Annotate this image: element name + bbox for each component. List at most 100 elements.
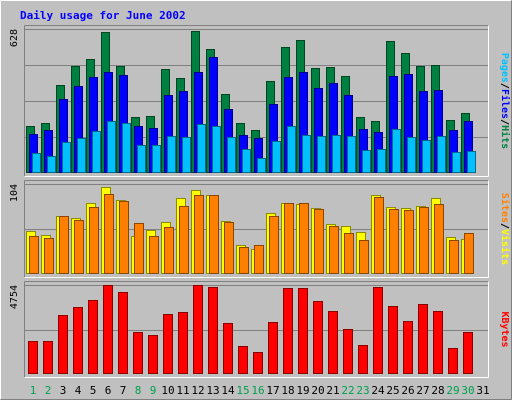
day-label-16: 16 <box>251 384 264 397</box>
day-label-14: 14 <box>221 384 235 397</box>
day-label-30: 30 <box>461 384 474 397</box>
bar-sites-day-13 <box>209 195 219 274</box>
bar-sites-day-28 <box>434 204 444 274</box>
bar-kbytes-day-25 <box>388 306 398 374</box>
bar-kbytes-day-5 <box>88 300 98 374</box>
day-label-2: 2 <box>45 384 52 397</box>
bar-kbytes-day-16 <box>253 352 263 374</box>
y-max-label: 628 <box>9 29 20 47</box>
day-label-7: 7 <box>120 384 127 397</box>
bar-sites-day-5 <box>89 207 99 274</box>
bar-kbytes-day-17 <box>268 322 278 374</box>
legend-separator: / <box>499 83 510 89</box>
bar-sites-day-16 <box>254 245 264 274</box>
bar-pages-day-28 <box>437 136 446 173</box>
bar-pages-day-4 <box>77 138 86 173</box>
day-label-13: 13 <box>206 384 219 397</box>
bar-pages-day-17 <box>272 141 281 173</box>
panel-legend: Sites/Visits <box>499 193 511 265</box>
bar-sites-day-24 <box>374 197 384 274</box>
bar-sites-day-2 <box>44 238 54 274</box>
bar-kbytes-day-1 <box>28 341 38 374</box>
bar-kbytes-day-14 <box>223 323 233 374</box>
legend-separator: / <box>499 119 510 125</box>
day-label-20: 20 <box>311 384 324 397</box>
bar-sites-day-7 <box>119 201 129 274</box>
bar-sites-day-21 <box>329 226 339 274</box>
day-label-5: 5 <box>90 384 97 397</box>
bar-pages-day-7 <box>122 123 131 173</box>
bar-kbytes-day-4 <box>73 307 83 374</box>
legend-separator: / <box>499 223 510 229</box>
bar-pages-day-18 <box>287 126 296 173</box>
bar-pages-day-30 <box>467 151 476 173</box>
day-label-1: 1 <box>30 384 37 397</box>
bar-pages-day-27 <box>422 140 431 173</box>
day-label-31: 31 <box>476 384 489 397</box>
day-label-24: 24 <box>371 384 385 397</box>
panel-legend: Pages/Files/Hits <box>499 53 511 149</box>
bar-kbytes-day-29 <box>448 348 458 374</box>
bar-pages-day-3 <box>62 142 71 173</box>
bar-pages-day-24 <box>377 149 386 173</box>
bar-pages-day-6 <box>107 121 116 173</box>
bar-sites-day-22 <box>344 233 354 274</box>
series-sites <box>29 194 474 274</box>
bar-kbytes-day-13 <box>208 287 218 374</box>
bar-kbytes-day-18 <box>283 288 293 374</box>
bar-sites-day-20 <box>314 209 324 274</box>
bar-pages-day-13 <box>212 126 221 173</box>
y-max-label: 4754 <box>9 285 20 309</box>
bar-sites-day-27 <box>419 207 429 274</box>
day-label-22: 22 <box>341 384 354 397</box>
bar-kbytes-day-28 <box>433 311 443 374</box>
day-label-19: 19 <box>296 384 309 397</box>
bar-pages-day-5 <box>92 131 101 173</box>
bar-sites-day-26 <box>404 210 414 274</box>
bar-kbytes-day-21 <box>328 311 338 374</box>
bar-pages-day-22 <box>347 136 356 173</box>
bar-kbytes-day-12 <box>193 285 203 374</box>
day-label-17: 17 <box>266 384 279 397</box>
bar-sites-day-23 <box>359 240 369 274</box>
series-kbytes <box>28 285 473 374</box>
bar-pages-day-16 <box>257 158 266 173</box>
bar-sites-day-19 <box>299 203 309 274</box>
bar-sites-day-25 <box>389 209 399 274</box>
bar-kbytes-day-8 <box>133 332 143 374</box>
bar-kbytes-day-10 <box>163 314 173 374</box>
bar-kbytes-day-19 <box>298 288 308 374</box>
day-label-10: 10 <box>161 384 174 397</box>
bar-sites-day-17 <box>269 216 279 274</box>
bar-pages-day-19 <box>302 135 311 173</box>
bar-pages-day-1 <box>32 153 41 173</box>
panel-legend: KBytes <box>499 311 510 347</box>
chart-panels: 628 Pages/Files/Hits 104 Sites/Visits 4754 KB… <box>9 25 511 378</box>
day-label-8: 8 <box>135 384 142 397</box>
y-max-label: 104 <box>9 184 20 202</box>
bar-sites-day-12 <box>194 195 204 274</box>
bar-pages-day-8 <box>137 145 146 173</box>
day-label-27: 27 <box>416 384 429 397</box>
bar-kbytes-day-23 <box>358 345 368 374</box>
bar-kbytes-day-9 <box>148 335 158 374</box>
bar-sites-day-30 <box>464 233 474 274</box>
day-label-12: 12 <box>191 384 204 397</box>
bar-sites-day-9 <box>149 236 159 274</box>
day-label-9: 9 <box>150 384 157 397</box>
bar-sites-day-1 <box>29 236 39 274</box>
day-label-3: 3 <box>60 384 67 397</box>
legend-entry-pages: Pages <box>499 53 510 83</box>
bar-kbytes-day-11 <box>178 312 188 374</box>
bar-sites-day-29 <box>449 240 459 274</box>
bar-pages-day-21 <box>332 135 341 173</box>
bar-sites-day-15 <box>239 247 249 274</box>
bar-kbytes-day-22 <box>343 329 353 374</box>
day-label-15: 15 <box>236 384 249 397</box>
bar-pages-day-9 <box>152 145 161 173</box>
day-label-29: 29 <box>446 384 459 397</box>
bar-kbytes-day-3 <box>58 315 68 374</box>
bar-pages-day-14 <box>227 137 236 173</box>
bar-kbytes-day-24 <box>373 287 383 374</box>
